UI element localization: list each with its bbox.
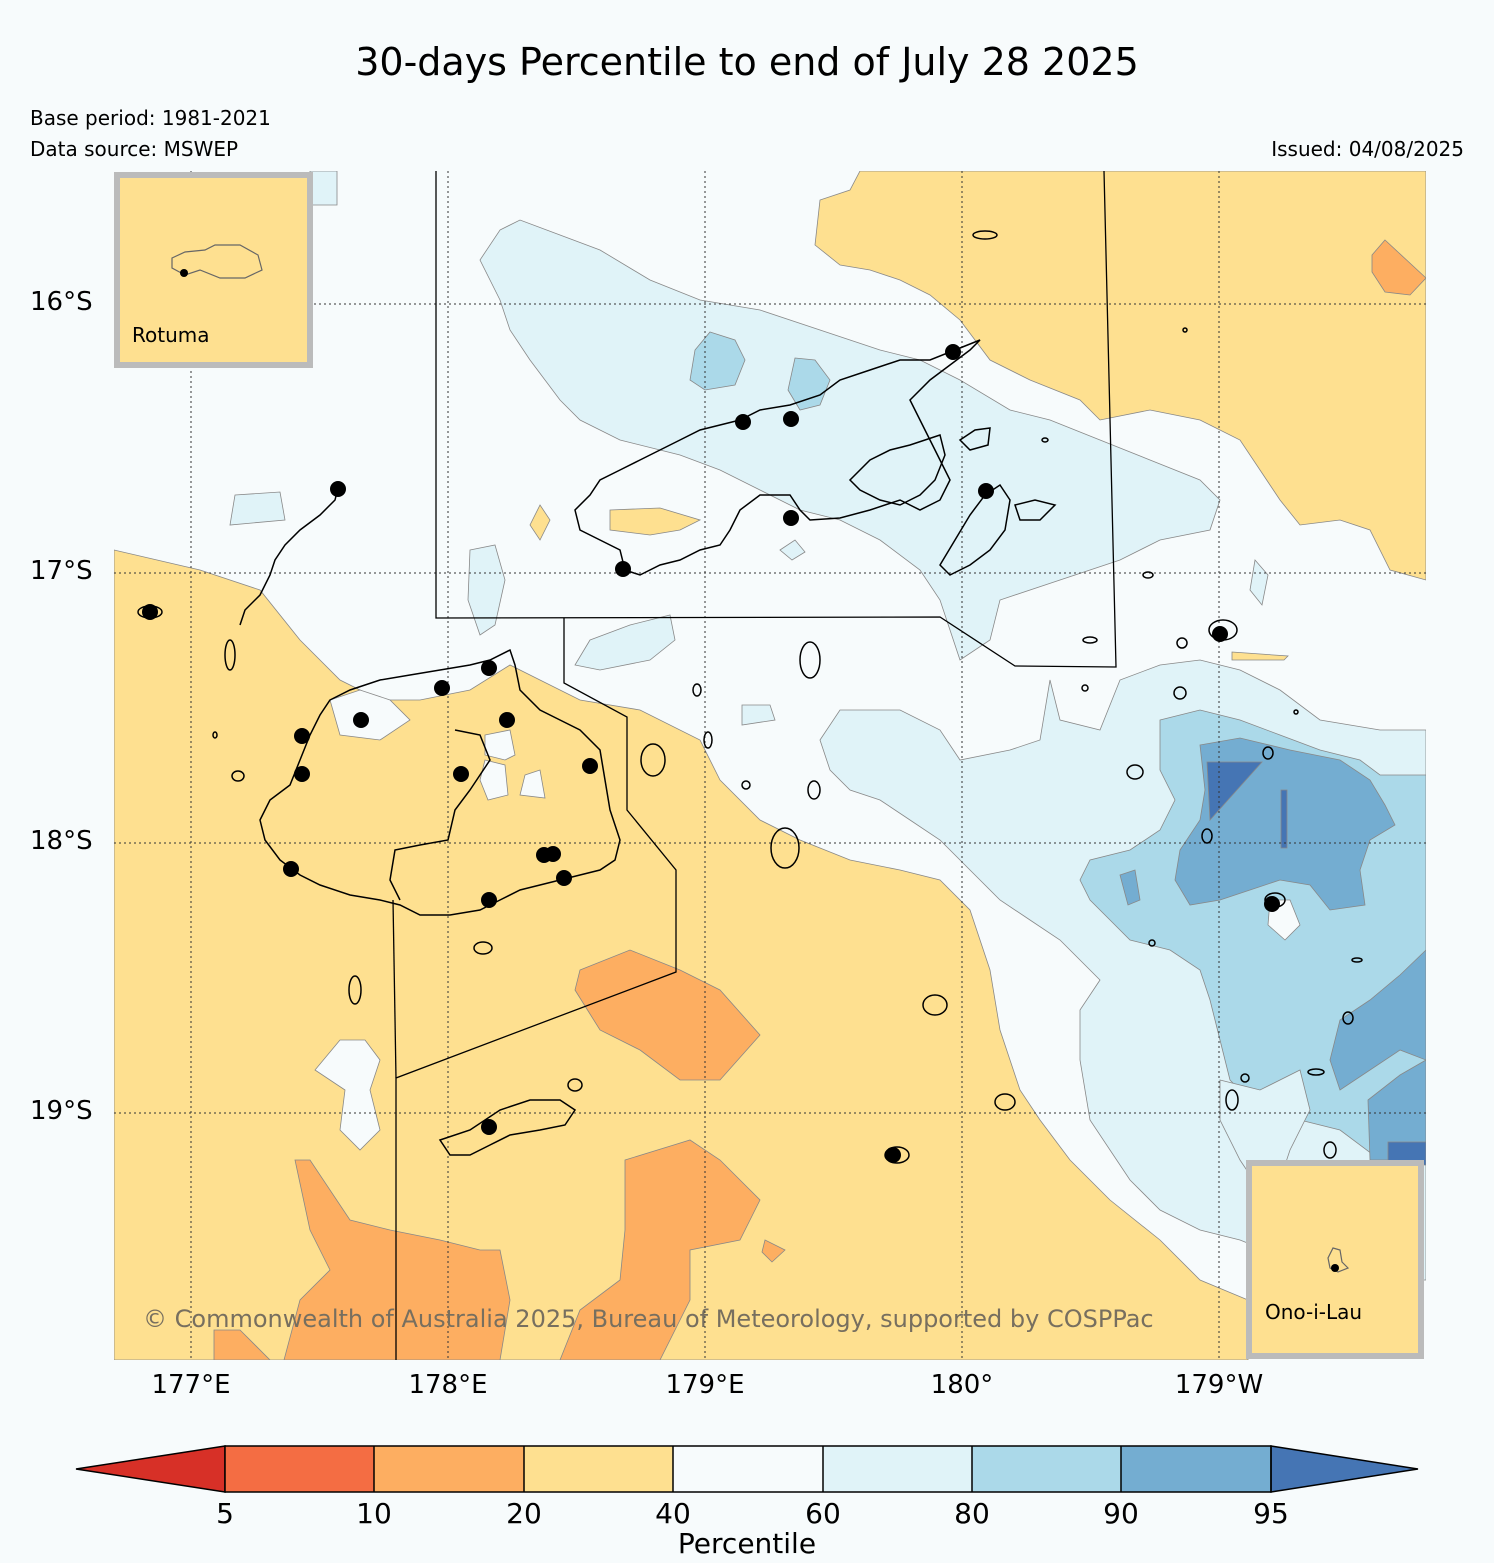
fill-60-80-small-3 <box>1249 559 1269 606</box>
inset-ono-i-lau-label: Ono-i-Lau <box>1265 1300 1363 1324</box>
fill-60-80-small-1 <box>741 704 776 726</box>
ono-i-lau-station <box>1331 1264 1339 1272</box>
lon-label-180: 180° <box>930 1370 994 1400</box>
colorbar-tick-60: 60 <box>805 1497 841 1530</box>
fill-20-40-east-strip <box>1231 651 1289 661</box>
colorbar-extend-low <box>75 1445 226 1493</box>
colorbar-tick-40: 40 <box>655 1497 691 1530</box>
lat-label-18s: 18°S <box>30 826 93 856</box>
fill-10-20-corner <box>213 1329 271 1360</box>
fill-60-80-center-patch <box>574 614 676 671</box>
colorbar-swatch-20-40 <box>524 1446 673 1492</box>
fill-10-20-small <box>761 1239 786 1263</box>
fill-20-40-northeast <box>814 171 1426 581</box>
colorbar <box>75 1445 1419 1493</box>
fill-80-90-north <box>689 331 746 391</box>
colorbar-swatch-5-10 <box>225 1446 374 1492</box>
fill-95-plus-east <box>1206 761 1263 821</box>
issued-date-text: Issued: 04/08/2025 <box>1271 137 1464 161</box>
fill-40-60-patch <box>314 1039 381 1151</box>
fill-60-80-north <box>479 219 1221 661</box>
copyright-text: © Commonwealth of Australia 2025, Bureau… <box>143 1305 1154 1333</box>
fill-90-95-east-2 <box>1329 949 1426 1091</box>
inset-ono-i-lau <box>1246 1160 1424 1359</box>
fill-10-20-northeast <box>1371 239 1426 296</box>
colorbar-swatch-60-80 <box>823 1446 972 1492</box>
lat-label-17s: 17°S <box>30 556 93 586</box>
fill-40-60-island-3 <box>519 769 546 799</box>
fill-20-40-north-patch-2 <box>529 504 551 541</box>
fill-20-40-north-patch <box>609 507 702 536</box>
colorbar-swatch-80-90 <box>972 1446 1121 1492</box>
fill-90-95-east-4 <box>1119 869 1141 906</box>
inset-rotuma <box>114 172 313 368</box>
division-boundaries <box>392 171 1117 1360</box>
fill-95-plus-east-2 <box>1280 789 1288 849</box>
rotuma-station <box>180 269 188 277</box>
fill-60-80-top-left <box>309 171 338 206</box>
fill-10-20-south <box>283 1159 511 1360</box>
colorbar-swatch-90-95 <box>1121 1446 1271 1492</box>
fill-90-95-east-3 <box>1367 1059 1426 1161</box>
colorbar-tick-90: 90 <box>1103 1497 1139 1530</box>
ono-i-lau-coastline <box>1327 1247 1350 1273</box>
base-period-text: Base period: 1981-2021 <box>30 106 271 130</box>
lat-label-16s: 16°S <box>30 287 93 317</box>
colorbar-swatch-10-20 <box>374 1446 524 1492</box>
lat-label-19s: 19°S <box>30 1096 93 1126</box>
fill-40-60-island-1 <box>484 729 516 761</box>
fill-60-80-small-2 <box>779 539 806 561</box>
fill-40-60-island-4 <box>329 689 411 741</box>
gridlines <box>114 171 1426 1360</box>
colorbar-extend-high <box>1270 1445 1419 1493</box>
fill-60-80-west-patch-2 <box>229 491 286 526</box>
fill-10-20-south-center <box>559 1139 761 1360</box>
fill-80-90-north-2 <box>787 357 831 411</box>
map-area <box>114 171 1426 1360</box>
inset-rotuma-label: Rotuma <box>132 323 210 347</box>
chart-title: 30-days Percentile to end of July 28 202… <box>355 40 1139 84</box>
colorbar-tick-10: 10 <box>356 1497 392 1530</box>
lon-label-177e: 177°E <box>151 1370 231 1400</box>
station-markers <box>142 344 1280 1163</box>
colorbar-swatch-40-60 <box>673 1446 823 1492</box>
lon-label-179w: 179°W <box>1174 1370 1264 1400</box>
colorbar-label: Percentile <box>677 1527 817 1560</box>
colorbar-tick-95: 95 <box>1253 1497 1289 1530</box>
fill-10-20-center <box>574 949 761 1081</box>
fill-60-80-west-patch <box>467 544 506 636</box>
data-source-text: Data source: MSWEP <box>30 137 239 161</box>
fill-40-60-island-2 <box>479 759 509 801</box>
lon-label-179e: 179°E <box>665 1370 745 1400</box>
lon-label-178e: 178°E <box>408 1370 488 1400</box>
fill-95-plus-east-3 <box>1387 1141 1426 1166</box>
colorbar-tick-20: 20 <box>506 1497 542 1530</box>
colorbar-tick-5: 5 <box>216 1497 234 1530</box>
colorbar-tick-80: 80 <box>954 1497 990 1530</box>
